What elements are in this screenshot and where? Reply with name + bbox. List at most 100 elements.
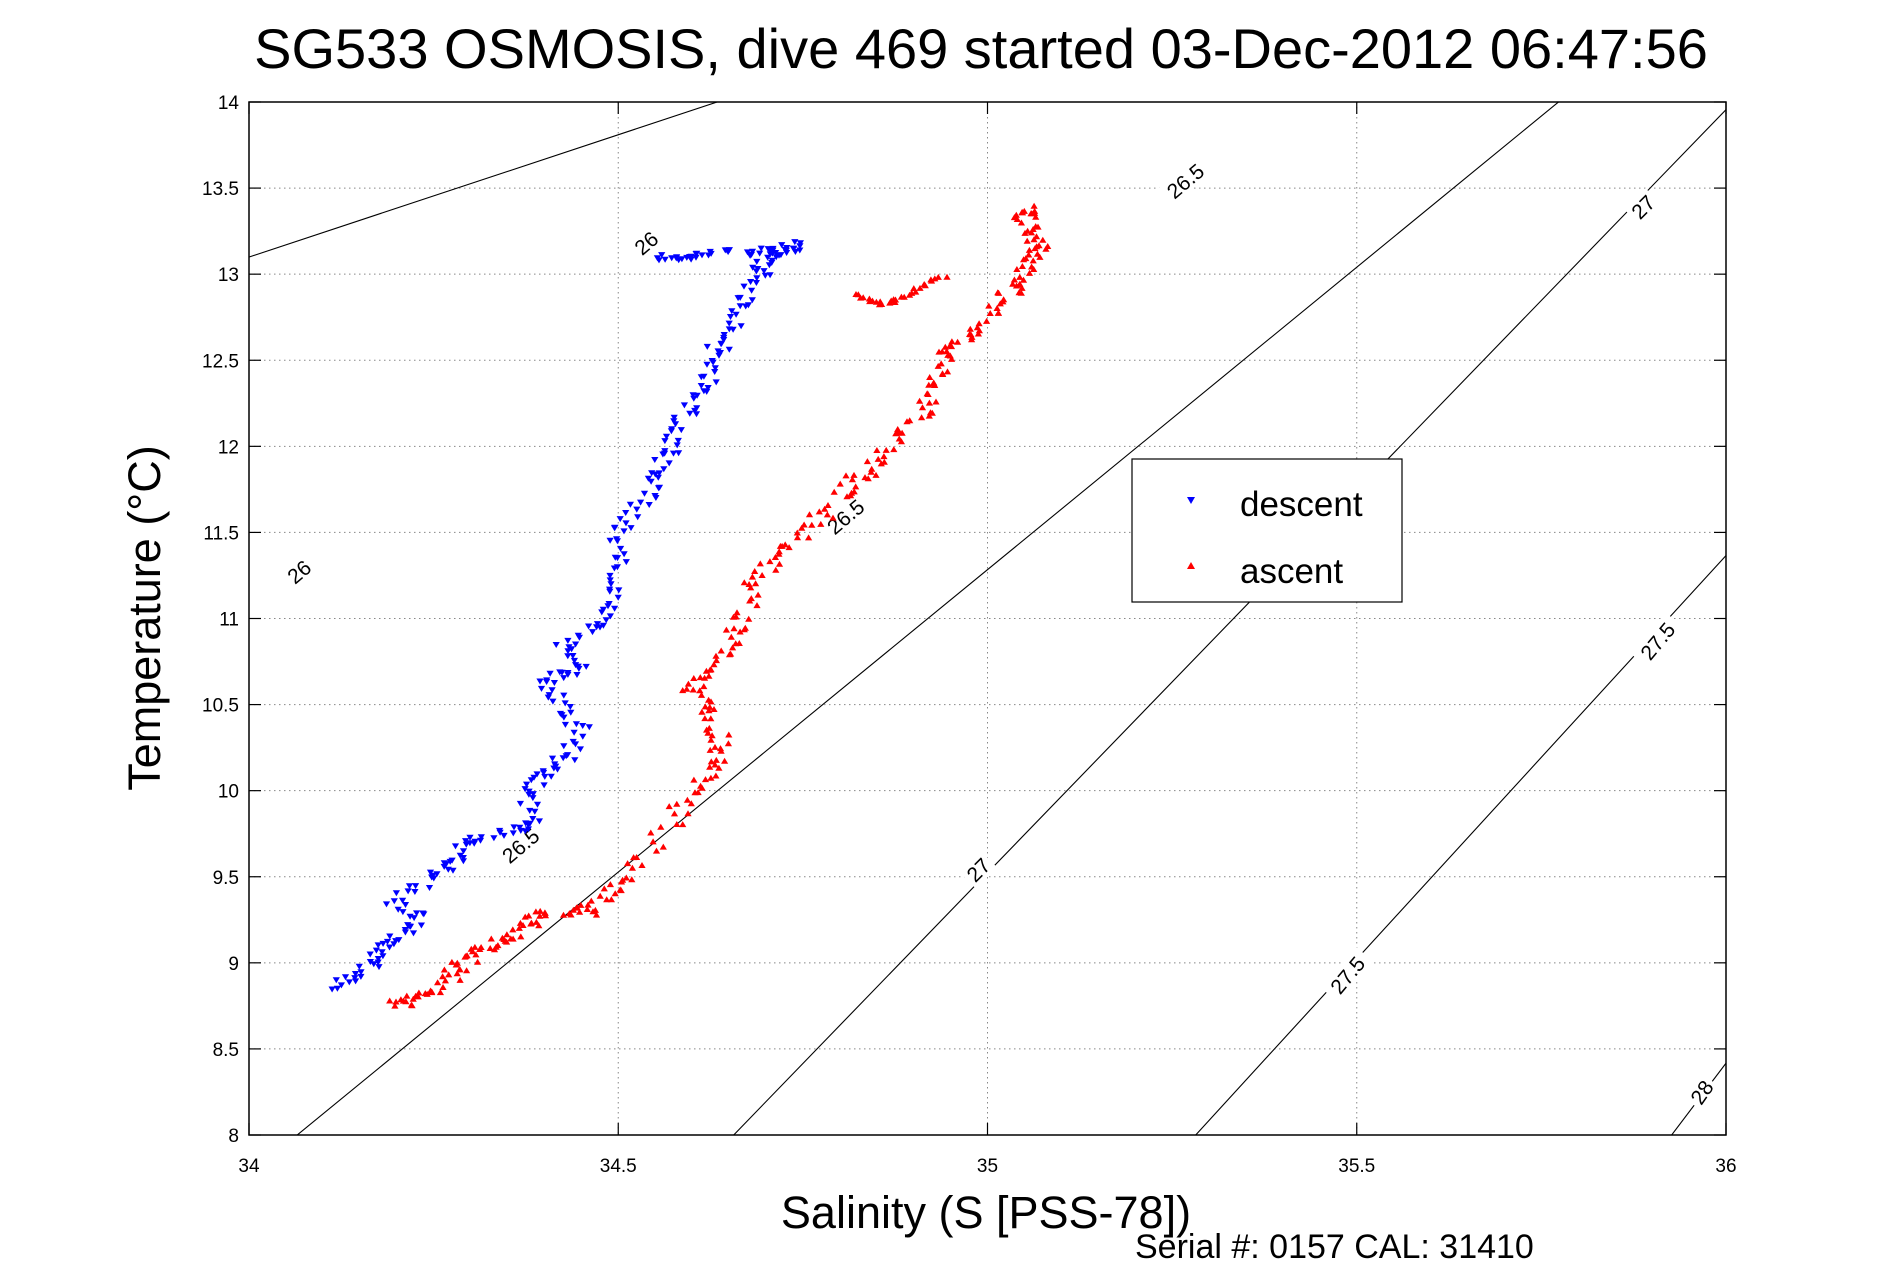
- descent-point: [707, 250, 715, 257]
- ascent-point: [576, 908, 584, 915]
- descent-point: [791, 249, 799, 255]
- descent-point: [382, 901, 391, 908]
- descent-point: [796, 243, 804, 250]
- ascent-point: [521, 913, 529, 920]
- ascent-point: [898, 429, 906, 436]
- descent-point: [337, 982, 345, 989]
- descent-point: [753, 275, 761, 282]
- ascent-point: [500, 936, 508, 942]
- ascent-point: [775, 548, 783, 555]
- ascent-point: [973, 324, 981, 331]
- ascent-point: [815, 508, 823, 515]
- descent-point: [704, 385, 712, 391]
- descent-point: [748, 297, 756, 304]
- descent-point: [372, 947, 380, 954]
- descent-point: [692, 254, 700, 261]
- ascent-point: [1018, 284, 1026, 291]
- descent-point: [374, 942, 382, 949]
- ascent-point: [649, 838, 657, 845]
- ascent-point: [751, 568, 759, 574]
- ascent-point: [872, 471, 880, 478]
- ascent-point: [1034, 223, 1042, 230]
- ascent-point: [937, 360, 945, 367]
- ascent-point: [698, 784, 706, 791]
- ascent-point: [944, 351, 952, 358]
- legend: descent ascent: [1131, 458, 1403, 603]
- ascent-point: [850, 471, 858, 478]
- ascent-point: [1013, 266, 1021, 272]
- ascent-point: [727, 633, 735, 640]
- ascent-point: [873, 447, 881, 453]
- ascent-point: [938, 370, 947, 377]
- descent-point: [756, 250, 764, 257]
- ascent-point: [1030, 202, 1038, 209]
- descent-point: [654, 474, 662, 481]
- descent-point: [766, 272, 774, 279]
- ascent-point: [717, 647, 725, 654]
- descent-point: [413, 910, 421, 917]
- ascent-point: [509, 926, 517, 933]
- descent-point: [588, 629, 597, 636]
- descent-point: [543, 677, 551, 684]
- ascent-point: [600, 885, 608, 892]
- descent-point: [614, 594, 622, 601]
- descent-point: [615, 587, 623, 594]
- ascent-point: [727, 650, 735, 657]
- ascent-point: [617, 887, 625, 894]
- ascent-point: [721, 757, 729, 764]
- ascent-point: [758, 572, 766, 578]
- descent-point: [462, 838, 470, 845]
- descent-point: [602, 617, 610, 624]
- ascent-point: [891, 296, 900, 303]
- ascent-point: [890, 446, 898, 453]
- descent-point: [620, 551, 628, 558]
- ascent-point: [948, 338, 956, 345]
- density-contour-label-bg: [1321, 946, 1373, 1003]
- descent-point: [428, 872, 436, 879]
- ascent-point: [975, 320, 983, 327]
- legend-label-ascent: ascent: [1240, 552, 1343, 591]
- ascent-point: [577, 901, 585, 908]
- density-contour-label-bg: [1631, 612, 1683, 669]
- descent-point: [541, 773, 549, 780]
- descent-point: [728, 308, 736, 315]
- ascent-point: [771, 554, 779, 560]
- descent-point: [564, 648, 572, 655]
- ascent-point: [910, 285, 918, 292]
- descent-point: [490, 835, 498, 842]
- ascent-point: [606, 881, 614, 888]
- descent-point: [549, 698, 557, 705]
- ascent-point: [747, 595, 755, 602]
- descent-point: [658, 252, 666, 259]
- descent-point: [661, 256, 669, 263]
- descent-point: [662, 433, 671, 440]
- ascent-point: [882, 446, 890, 453]
- ascent-point: [705, 696, 713, 703]
- descent-point: [366, 951, 374, 958]
- y-tick-label: 11.5: [203, 523, 239, 544]
- ascent-point: [603, 896, 611, 903]
- ascent-point: [448, 958, 456, 965]
- descent-point: [575, 634, 583, 641]
- density-contour-label-bg: [817, 490, 874, 543]
- ascent-point: [821, 505, 829, 512]
- ascent-point: [710, 706, 718, 712]
- ascent-point: [868, 297, 877, 304]
- descent-point: [405, 923, 413, 930]
- ascent-point: [638, 862, 646, 868]
- ascent-point: [753, 602, 761, 609]
- ascent-point: [712, 652, 720, 659]
- ascent-point: [673, 821, 681, 827]
- ascent-point: [583, 906, 591, 912]
- descent-point: [352, 978, 360, 985]
- descent-point: [622, 520, 630, 527]
- density-contour-label-bg: [280, 553, 318, 590]
- ascent-point: [934, 273, 942, 280]
- ascent-point: [698, 708, 706, 715]
- y-tick-label: 13: [218, 265, 239, 286]
- ascent-point: [974, 330, 982, 337]
- ascent-point: [596, 892, 604, 899]
- descent-point: [401, 902, 410, 908]
- descent-point: [351, 975, 359, 982]
- ascent-point: [730, 625, 738, 632]
